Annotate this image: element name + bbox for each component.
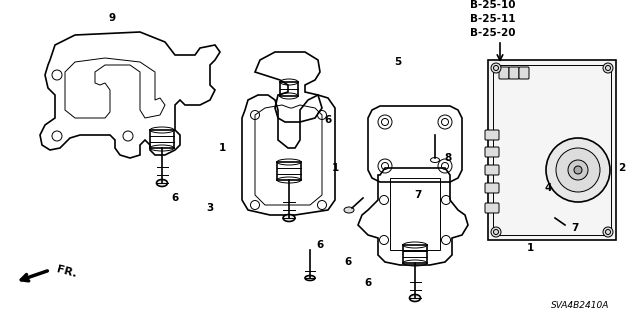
Circle shape: [546, 138, 610, 202]
Text: 1: 1: [332, 163, 339, 173]
Ellipse shape: [344, 207, 354, 213]
FancyBboxPatch shape: [485, 165, 499, 175]
Ellipse shape: [561, 222, 573, 229]
Text: 7: 7: [572, 223, 579, 233]
Text: 9: 9: [108, 13, 116, 23]
Ellipse shape: [305, 276, 315, 280]
Text: 6: 6: [316, 240, 324, 250]
Text: 2: 2: [618, 163, 626, 173]
Text: B-25-20: B-25-20: [470, 28, 515, 38]
FancyBboxPatch shape: [485, 203, 499, 213]
Text: FR.: FR.: [55, 264, 77, 279]
Text: 1: 1: [526, 243, 534, 253]
Circle shape: [603, 227, 613, 237]
FancyBboxPatch shape: [499, 67, 509, 79]
Text: 5: 5: [394, 57, 402, 67]
Text: 8: 8: [444, 153, 452, 163]
Text: 4: 4: [544, 183, 552, 193]
FancyBboxPatch shape: [485, 183, 499, 193]
FancyBboxPatch shape: [485, 130, 499, 140]
Text: B-25-10: B-25-10: [470, 0, 515, 10]
Ellipse shape: [157, 180, 168, 187]
Text: 6: 6: [364, 278, 372, 288]
Text: SVA4B2410A: SVA4B2410A: [551, 300, 609, 309]
Text: 6: 6: [344, 257, 351, 267]
FancyBboxPatch shape: [519, 67, 529, 79]
Ellipse shape: [410, 294, 420, 301]
Circle shape: [556, 148, 600, 192]
Text: 6: 6: [324, 115, 332, 125]
FancyBboxPatch shape: [509, 67, 519, 79]
FancyBboxPatch shape: [485, 147, 499, 157]
FancyBboxPatch shape: [488, 60, 616, 240]
Circle shape: [491, 63, 501, 73]
Circle shape: [603, 63, 613, 73]
Text: 3: 3: [206, 203, 214, 213]
Circle shape: [568, 160, 588, 180]
Text: 7: 7: [414, 190, 422, 200]
Text: B-25-11: B-25-11: [470, 14, 515, 24]
Circle shape: [491, 227, 501, 237]
Text: 6: 6: [172, 193, 179, 203]
Circle shape: [574, 166, 582, 174]
Ellipse shape: [283, 214, 295, 221]
Text: 1: 1: [218, 143, 226, 153]
